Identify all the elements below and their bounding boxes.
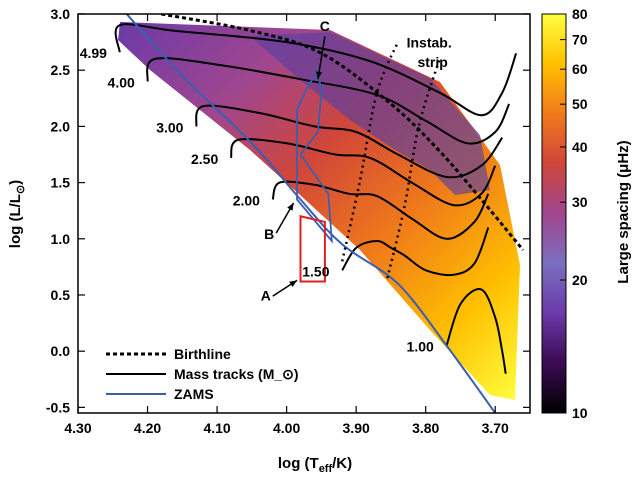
y-tick-label: -0.5: [46, 399, 70, 415]
mass-label-2-50: 2.50: [191, 151, 218, 167]
legend-label-1: Mass tracks (M_⊙): [174, 366, 299, 382]
mass-track-2-50: [230, 138, 497, 207]
colorbar-tick-label: 30: [572, 194, 588, 210]
mass-track-2-00: [271, 180, 490, 240]
annotations: 4.994.00 3.00 2.50 2.00 1.50 1.00 Instab. strip…: [80, 18, 452, 355]
annotation-c: C: [320, 18, 330, 34]
region-bc-outline: [296, 67, 333, 244]
y-tick-label: 0.0: [51, 343, 71, 359]
colorbar-tick-label: 50: [572, 96, 588, 112]
arrow-c-head: [316, 71, 323, 80]
colorbar-tick-label: 70: [572, 32, 588, 48]
colorbar-gradient: [541, 13, 567, 414]
mass-label-4-99: 4.99: [80, 45, 107, 61]
mass-label-4-00: 4.00: [108, 74, 135, 90]
y-tick-label: 2.0: [51, 118, 71, 134]
colorbar-label: Large spacing (μHz): [615, 140, 632, 283]
mass-track-1-50: [341, 227, 490, 277]
colorbar-tick-label: 20: [572, 272, 588, 288]
plot-frame: [77, 13, 531, 414]
mass-track-4-00: [146, 57, 511, 145]
axis-ticks: 4.30 4.20 4.10 4.00 3.90 3.80 3.70 3.0 2.5 2.0 1.5…: [46, 6, 530, 436]
mass-track-1-00: [445, 287, 507, 374]
birthline: [161, 14, 525, 251]
y-tick-label: 3.0: [51, 6, 71, 22]
y-tick-label: 0.5: [51, 287, 71, 303]
y-tick-label: 1.5: [51, 175, 71, 191]
mass-label-2-00: 2.00: [233, 192, 260, 208]
x-tick-label: 4.00: [273, 420, 300, 436]
box-a: [299, 215, 326, 283]
legend: Birthline Mass tracks (M_⊙) ZAMS: [106, 346, 299, 402]
x-tick-label: 4.30: [64, 420, 91, 436]
x-tick-label: 3.70: [482, 420, 509, 436]
mass-label-3-00: 3.00: [156, 119, 183, 135]
mass-label-1-00: 1.00: [407, 339, 434, 355]
annotation-a: A: [261, 288, 271, 304]
y-tick-label: 2.5: [51, 62, 71, 78]
instability-strip-edge-2: [386, 58, 441, 279]
x-tick-label: 4.20: [134, 420, 161, 436]
x-tick-label: 4.10: [203, 420, 230, 436]
plot-lines: [114, 14, 525, 413]
annotation-strip: strip: [417, 54, 447, 70]
legend-label-0: Birthline: [174, 346, 231, 362]
colorbar-tick-label: 10: [572, 405, 588, 421]
x-axis-label: log (Teff/K): [278, 455, 352, 475]
annotation-b: B: [264, 226, 274, 242]
mass-track-3-00: [195, 104, 504, 179]
mass-label-1-50: 1.50: [302, 263, 329, 279]
y-axis-label: log (L/L⊙): [7, 180, 27, 248]
arrow-a-head: [289, 280, 298, 287]
annotation-instab: Instab.: [407, 35, 452, 51]
arrow-b-head: [287, 202, 294, 211]
colorbar-tick-label: 60: [572, 61, 588, 77]
x-tick-label: 3.90: [343, 420, 370, 436]
colormap-purple-upper: [250, 32, 490, 195]
colorbar: 80 70 60 50 40 30 20 10: [541, 6, 588, 421]
y-tick-label: 1.0: [51, 231, 71, 247]
colorbar-tick-label: 80: [572, 6, 588, 22]
legend-label-2: ZAMS: [174, 386, 214, 402]
colorbar-tick-label: 40: [572, 139, 588, 155]
x-tick-label: 3.80: [412, 420, 439, 436]
